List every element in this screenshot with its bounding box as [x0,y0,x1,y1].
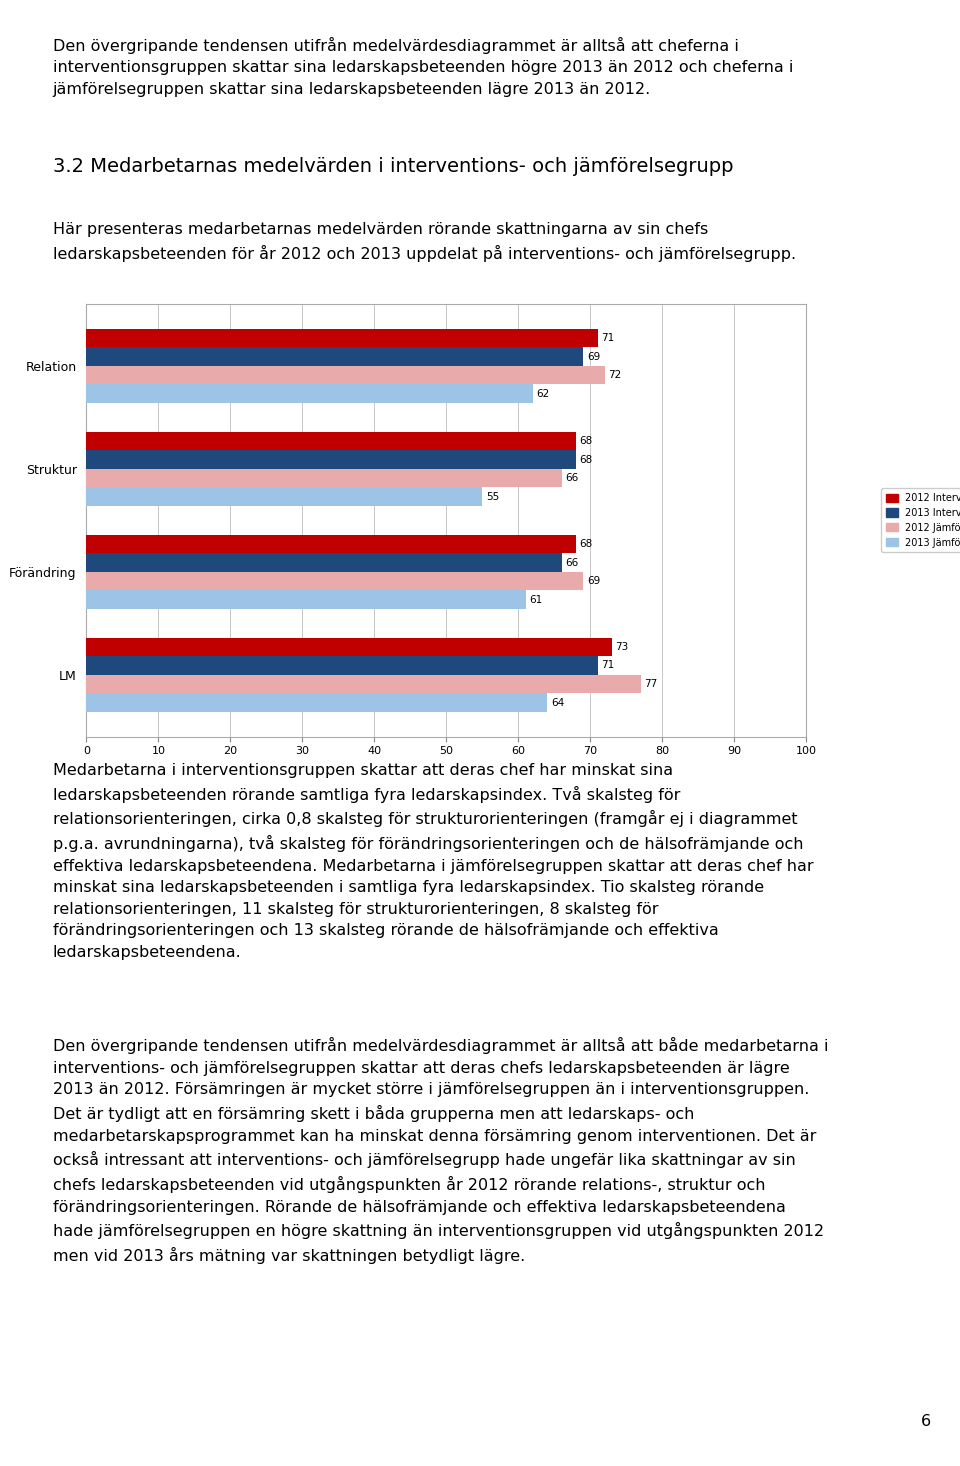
Text: 77: 77 [644,679,658,689]
Text: 69: 69 [587,352,600,362]
Text: 69: 69 [587,576,600,586]
Text: 3.2 Medarbetarnas medelvärden i interventions- och jämförelsegrupp: 3.2 Medarbetarnas medelvärden i interven… [53,157,733,176]
Bar [86,591,526,608]
Bar [86,347,584,366]
Bar [86,693,547,712]
Bar [86,657,597,674]
Text: 64: 64 [551,698,564,708]
Text: 61: 61 [529,595,542,604]
Text: 68: 68 [580,435,593,446]
Bar [86,553,562,572]
Text: 66: 66 [565,557,579,567]
Text: 73: 73 [615,642,629,652]
Text: 68: 68 [580,454,593,465]
Bar [86,535,576,553]
Text: 6: 6 [921,1415,931,1429]
Bar [86,328,597,347]
Text: Den övergripande tendensen utifrån medelvärdesdiagrammet är alltså att cheferna : Den övergripande tendensen utifrån medel… [53,37,793,97]
Bar [86,638,612,657]
Text: Här presenteras medarbetarnas medelvärden rörande skattningarna av sin chefs
led: Här presenteras medarbetarnas medelvärde… [53,221,796,261]
Bar [86,450,576,469]
Bar [86,572,584,591]
Bar [86,366,605,384]
Text: Den övergripande tendensen utifrån medelvärdesdiagrammet är alltså att både meda: Den övergripande tendensen utifrån medel… [53,1036,828,1264]
Legend: 2012 Interventionsgrupp, 2013 Interventionsgrupp, 2012 Jämförelsegrupp, 2013 Jäm: 2012 Interventionsgrupp, 2013 Interventi… [881,488,960,553]
Text: 72: 72 [609,369,622,380]
Text: 62: 62 [537,388,550,399]
Text: 71: 71 [601,333,614,343]
Bar [86,384,533,403]
Text: Medarbetarna i interventionsgruppen skattar att deras chef har minskat sina
leda: Medarbetarna i interventionsgruppen skat… [53,762,813,960]
Text: 71: 71 [601,661,614,670]
Text: 66: 66 [565,474,579,484]
Bar [86,674,641,693]
Text: 55: 55 [486,491,499,501]
Bar [86,431,576,450]
Bar [86,487,482,506]
Bar [86,469,562,487]
Text: 68: 68 [580,539,593,548]
